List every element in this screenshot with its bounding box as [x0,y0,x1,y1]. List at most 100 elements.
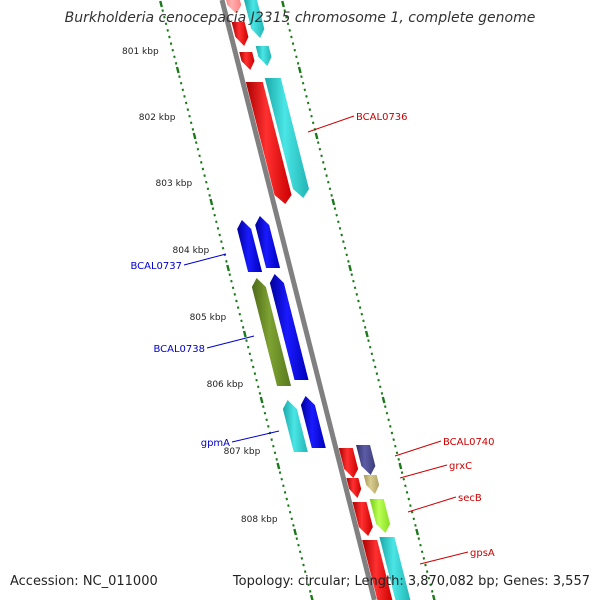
cds-features [226,0,411,600]
gene-label-leader [399,464,448,479]
minor-tick [206,187,210,191]
scale-label: 803 kbp [156,179,193,189]
minor-tick [186,108,190,111]
minor-tick [194,141,198,144]
minor-tick [300,557,304,560]
minor-tick [215,220,218,224]
cds-feature-navy [356,445,376,475]
minor-tick [295,55,298,59]
minor-tick [203,174,206,177]
minor-tick [352,279,355,283]
minor-tick [293,48,296,52]
minor-tick [273,451,277,455]
minor-tick [295,537,299,540]
scale-label: 801 kbp [122,47,159,57]
minor-tick [169,42,173,45]
gene-label-leader [419,551,469,565]
minor-tick [387,418,390,422]
minor-tick [357,299,360,303]
minor-tick [328,187,332,191]
minor-tick [161,9,164,12]
minor-tick [327,180,330,184]
minor-tick [245,339,248,342]
gene-labels: BCAL0737 BCAL0738 gpmA BCAL0736 BCAL0740 grxC… [130,112,495,565]
minor-tick [263,411,267,415]
major-tick [297,66,302,74]
minor-tick [301,81,305,85]
cds-feature-red [338,448,359,478]
major-tick [398,462,403,470]
minor-tick [353,286,357,290]
minor-tick [318,147,322,151]
minor-tick [200,161,203,164]
minor-tick [400,471,404,474]
minor-tick [427,576,431,580]
major-tick [242,330,247,338]
gene-label-leader [394,440,442,457]
minor-tick [342,240,345,243]
minor-tick [298,550,302,554]
cds-feature-pink [226,0,242,14]
gene-label-leader [407,496,457,513]
minor-tick [275,458,278,461]
minor-tick [410,510,414,514]
minor-tick [407,497,410,501]
cds-feature-red [245,82,292,204]
minor-tick [253,372,257,375]
gene-label: gpmA [201,438,230,449]
minor-tick [330,194,333,197]
minor-tick [362,319,365,323]
minor-tick [333,207,337,210]
minor-tick [306,101,310,105]
minor-tick [343,246,347,250]
gene-label-leader [183,253,227,266]
minor-tick [303,88,307,92]
minor-tick [380,392,384,395]
minor-tick [292,524,295,527]
minor-tick [238,312,242,316]
minor-tick [305,576,309,580]
minor-tick [285,15,288,19]
major-tick [209,198,214,206]
gene-label: secB [458,493,482,504]
scale-label: 807 kbp [224,447,261,457]
minor-tick [283,491,287,494]
minor-tick [250,359,253,362]
minor-tick [221,246,225,250]
gene-label-leader [307,115,355,133]
minor-tick [430,590,434,593]
minor-tick [402,477,405,481]
cds-feature-lime [369,499,391,533]
minor-tick [335,213,338,217]
minor-tick [267,425,270,428]
minor-tick [358,306,362,309]
minor-tick [272,444,275,448]
minor-tick [290,35,293,39]
minor-tick [164,22,168,26]
scale-labels: 801 kbp 802 kbp 803 kbp 804 kbp 805 kbp 806 k… [122,47,278,525]
minor-tick [308,108,312,111]
cds-feature-red [346,478,362,498]
minor-tick [296,62,300,65]
minor-tick [241,326,245,329]
minor-tick [270,438,273,441]
minor-tick [213,213,216,217]
minor-tick [310,114,313,118]
gene-label: BCAL0740 [443,437,495,448]
minor-tick [240,319,243,323]
minor-tick [405,491,409,494]
minor-tick [316,141,320,144]
major-tick [175,66,180,74]
major-tick [331,198,336,206]
major-tick [276,462,281,470]
minor-tick [300,75,303,78]
outer-tick-track [281,0,436,600]
minor-tick [228,273,231,276]
inner-tick-track [159,0,314,600]
major-tick [226,264,230,272]
minor-tick [230,279,233,283]
minor-tick [183,95,186,98]
scale-label: 806 kbp [207,380,244,390]
minor-tick [397,458,400,461]
genome-summary-text: Topology: circular; Length: 3,870,082 bp… [232,574,590,589]
